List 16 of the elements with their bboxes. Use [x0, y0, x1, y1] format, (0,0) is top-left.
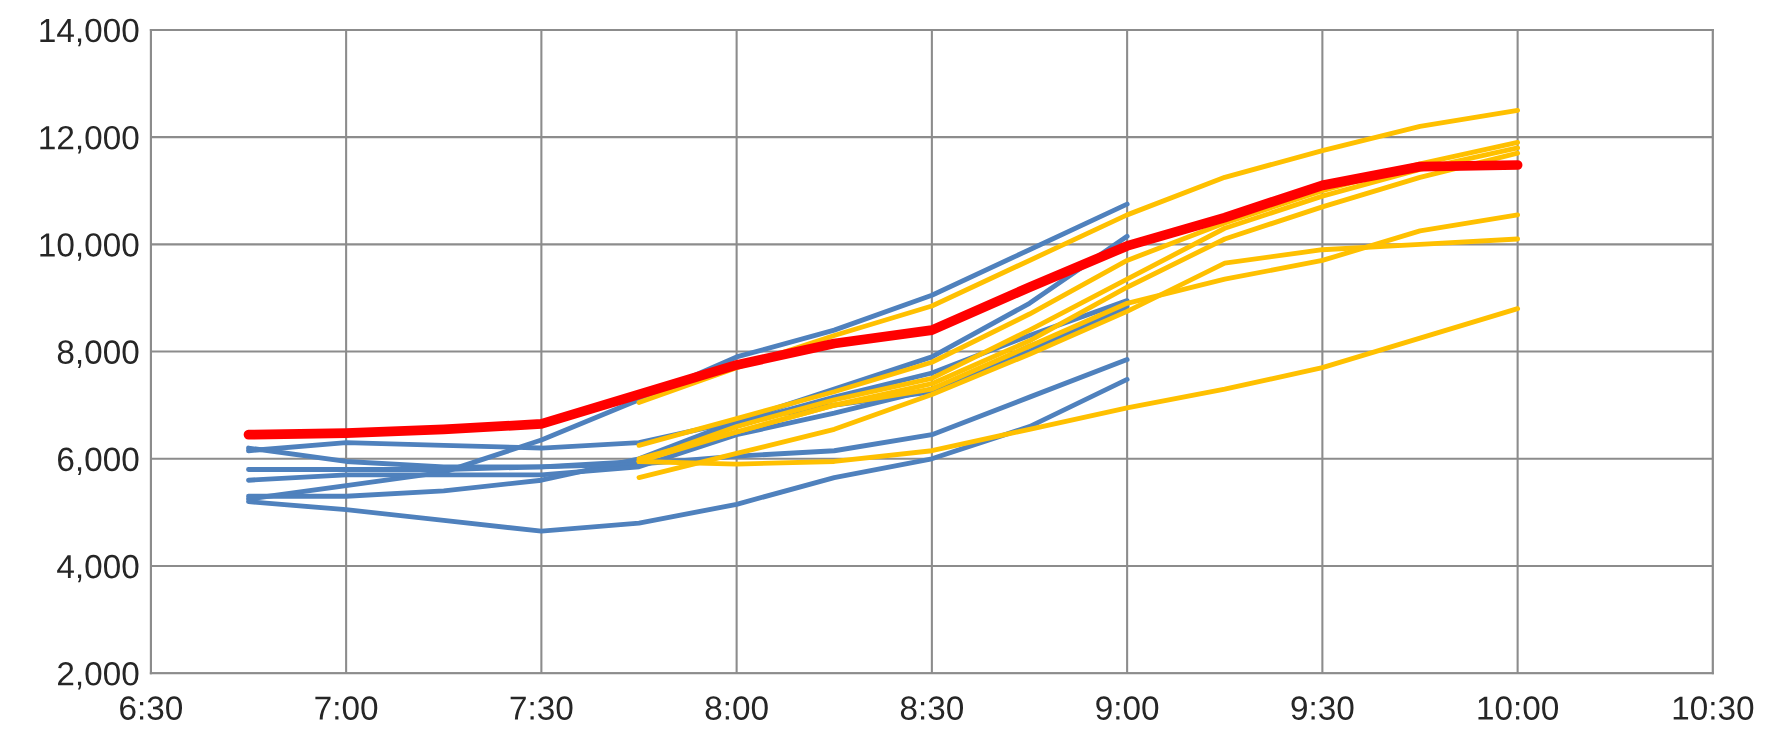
x-tick-label: 10:30 — [1673, 696, 1754, 720]
x-tick-label: 8:00 — [705, 696, 768, 720]
y-tick-label: 14,000 — [40, 18, 139, 47]
x-tick-label: 7:30 — [510, 696, 573, 720]
y-tick-label: 6,000 — [58, 447, 139, 476]
y-tick-label: 2,000 — [58, 662, 139, 690]
y-tick-label: 10,000 — [40, 233, 139, 261]
x-tick-label: 9:30 — [1291, 696, 1354, 720]
x-tick-label: 6:30 — [120, 696, 183, 720]
x-tick-label: 9:00 — [1096, 696, 1159, 720]
y-tick-label: 8,000 — [57, 340, 139, 368]
x-tick-label: 8:30 — [900, 696, 964, 720]
y-tick-label: 4,000 — [57, 554, 139, 583]
y-tick-label: 12,000 — [40, 125, 139, 154]
x-tick-label: 7:00 — [315, 696, 378, 720]
x-tick-label: 10:00 — [1478, 696, 1559, 720]
